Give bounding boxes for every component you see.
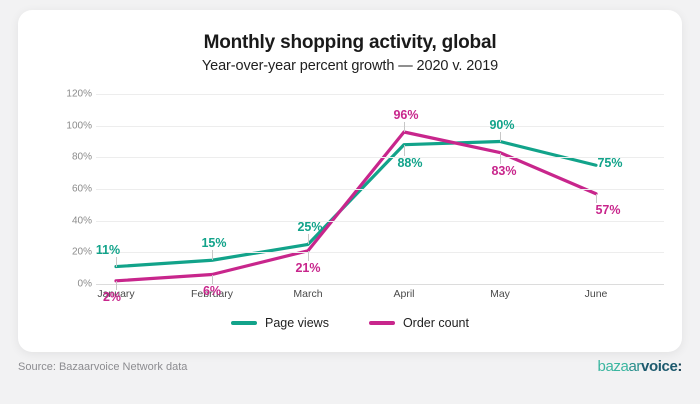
logo-part-4: : bbox=[677, 358, 682, 375]
y-axis-label: 120% bbox=[66, 88, 92, 100]
label-connector bbox=[500, 131, 501, 142]
data-point-label: 6% bbox=[202, 283, 222, 298]
y-axis-label: 60% bbox=[71, 183, 92, 195]
plot-area: 0% 20% 40% 60% 80% 100% 120% January February Mar… bbox=[18, 10, 682, 352]
label-connector bbox=[212, 250, 213, 261]
label-connector bbox=[116, 256, 117, 267]
data-point-label: 83% bbox=[491, 163, 517, 178]
logo-part-3: voice bbox=[641, 358, 678, 375]
gridline bbox=[96, 157, 664, 159]
data-point-label: 96% bbox=[393, 108, 419, 122]
data-point-label: 15% bbox=[201, 236, 227, 251]
legend-swatch-icon bbox=[231, 321, 258, 325]
y-axis-label: 80% bbox=[71, 151, 92, 163]
legend-swatch-icon bbox=[368, 321, 395, 325]
legend-item-order-count[interactable]: Order count bbox=[368, 316, 469, 330]
x-axis-label: February bbox=[190, 288, 234, 300]
gridline bbox=[96, 189, 664, 190]
legend-label: Page views bbox=[265, 316, 329, 330]
x-axis-label: April bbox=[393, 288, 415, 300]
label-connector bbox=[308, 250, 309, 261]
series-lines bbox=[114, 130, 598, 283]
chart-card: Monthly shopping activity, global Year-o… bbox=[18, 10, 682, 352]
x-axis-label: March bbox=[293, 288, 323, 300]
label-connector bbox=[404, 144, 405, 156]
gridline bbox=[96, 284, 664, 285]
x-axis-label: May bbox=[490, 288, 510, 300]
legend-item-page-views[interactable]: Page views bbox=[231, 316, 329, 330]
data-point-label: 75% bbox=[597, 156, 623, 171]
x-axis-label: January bbox=[97, 288, 135, 300]
logo-part-2: ar bbox=[628, 358, 642, 375]
chart-title: Monthly shopping activity, global bbox=[203, 32, 497, 53]
label-connector bbox=[116, 280, 117, 290]
data-point-label: 2% bbox=[102, 289, 122, 304]
source-note: Source: Bazaarvoice Network data bbox=[18, 361, 188, 373]
gridline bbox=[96, 125, 664, 127]
label-connector bbox=[308, 234, 309, 245]
data-point-label: 90% bbox=[489, 117, 515, 132]
y-axis-label: 20% bbox=[71, 246, 92, 258]
y-axis-label: 40% bbox=[71, 215, 92, 227]
series-line[interactable] bbox=[114, 130, 598, 283]
data-point-label: 88% bbox=[397, 155, 423, 170]
data-point-label: 25% bbox=[297, 220, 323, 235]
chart-legend: Page views Order count bbox=[18, 316, 682, 330]
chart-subtitle: Year-over-year percent growth — 2020 v. … bbox=[201, 58, 499, 74]
label-connector bbox=[404, 122, 405, 132]
label-connector bbox=[500, 152, 501, 164]
bazaarvoice-logo: bazaarvoice: bbox=[597, 358, 683, 375]
x-axis-label: June bbox=[584, 288, 608, 300]
y-axis-label: 100% bbox=[66, 120, 92, 132]
data-point-label: 57% bbox=[595, 202, 621, 217]
gridline bbox=[96, 252, 664, 254]
gridline bbox=[96, 220, 664, 222]
y-axis-label: 0% bbox=[77, 278, 92, 290]
data-point-label: 21% bbox=[295, 260, 321, 275]
label-connector bbox=[212, 274, 213, 284]
data-point-label: 11% bbox=[95, 242, 121, 257]
series-line[interactable] bbox=[114, 139, 598, 269]
label-connector bbox=[596, 193, 597, 203]
gridline bbox=[96, 94, 664, 95]
legend-label: Order count bbox=[402, 316, 469, 330]
logo-part-1: baza bbox=[597, 358, 629, 375]
